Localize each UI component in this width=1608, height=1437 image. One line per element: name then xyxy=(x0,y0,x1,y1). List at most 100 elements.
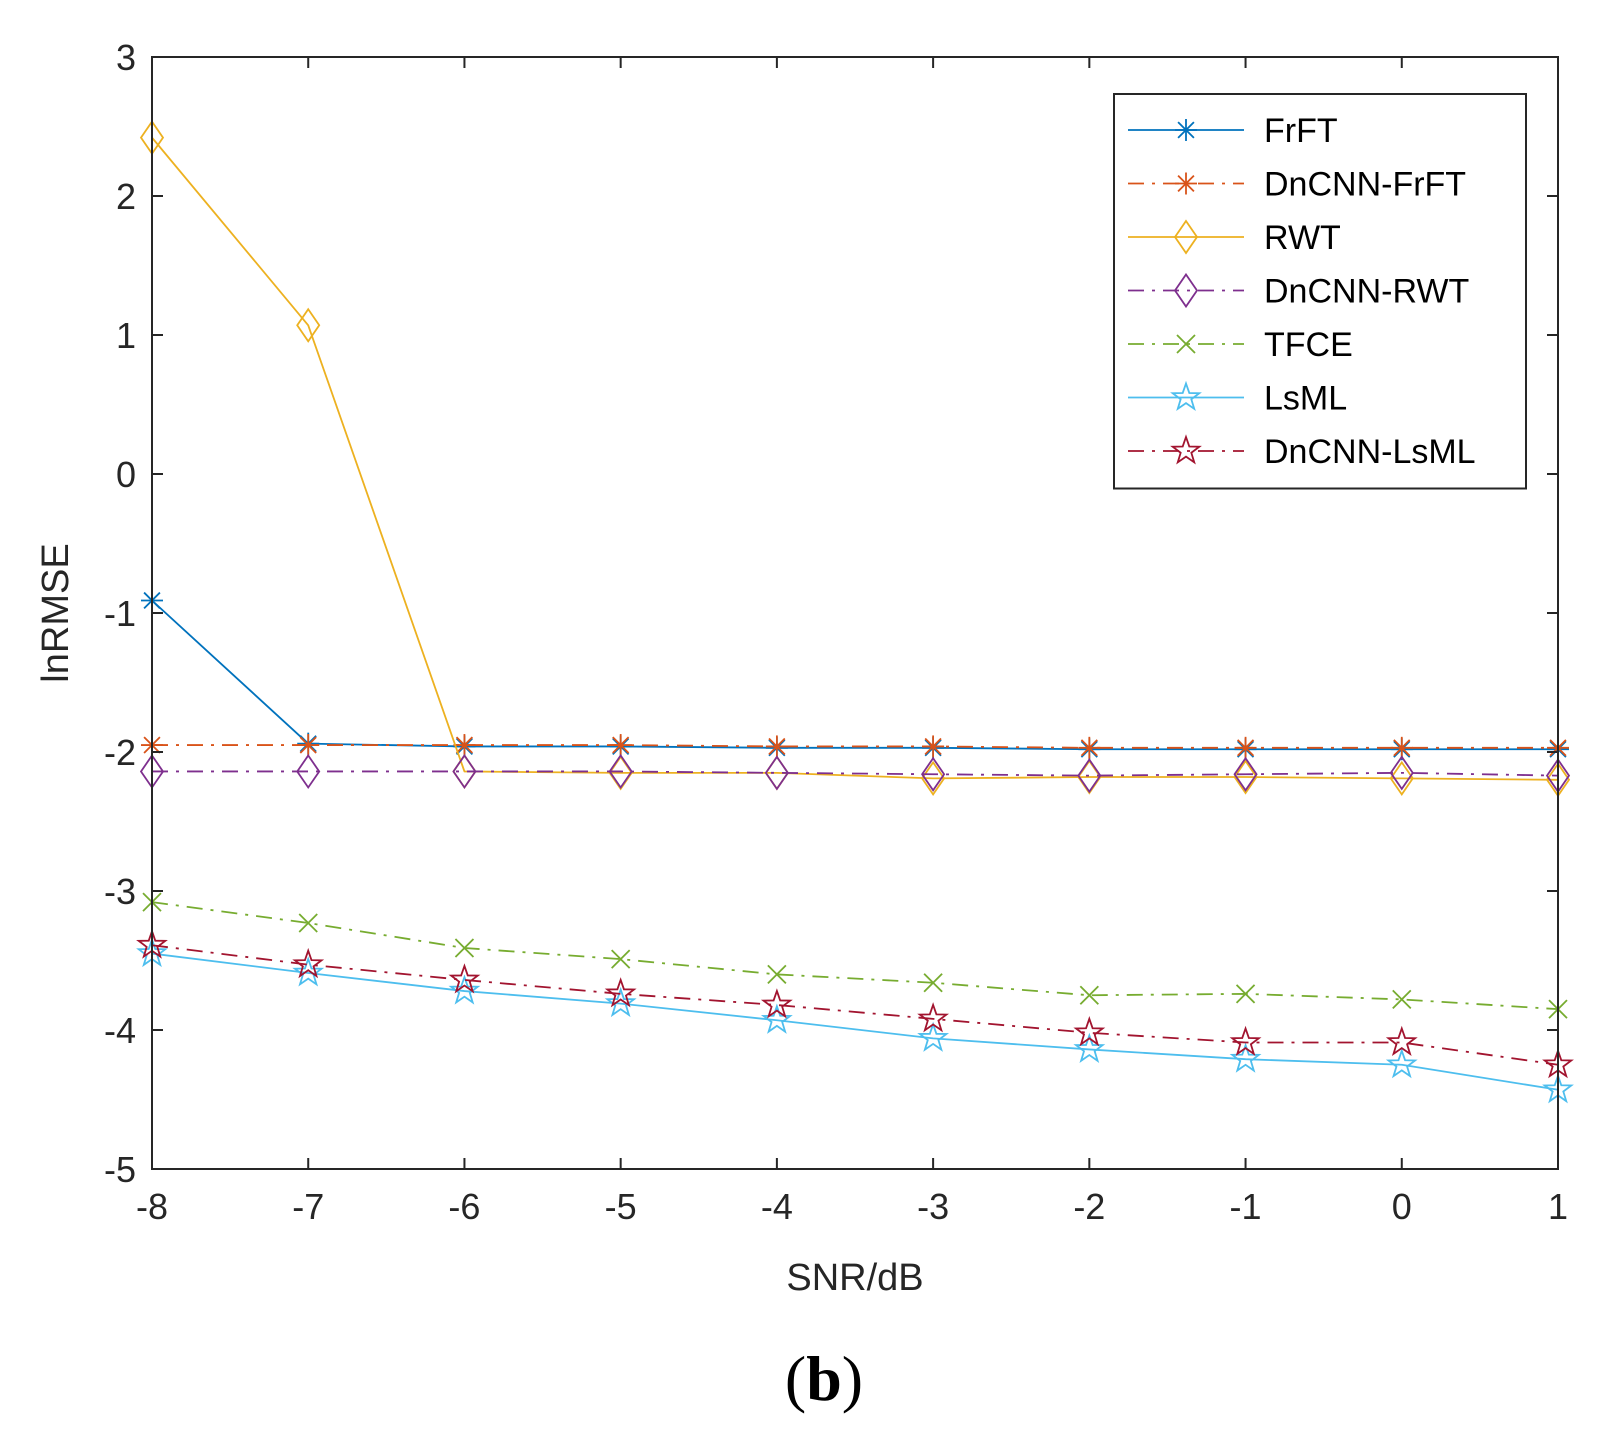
series-rwt-line xyxy=(151,137,1559,781)
series-dncnn-lsml-point-shape xyxy=(917,1002,950,1033)
legend-item-frft: FrFT xyxy=(1128,112,1338,150)
series-lsml-point xyxy=(604,986,637,1018)
series-tfce-point-stroke xyxy=(1392,989,1412,1010)
series-dncnn-rwt-point xyxy=(1389,755,1414,791)
series-lsml-point-shape xyxy=(292,956,325,987)
legend-item-frft-marker xyxy=(1175,119,1197,141)
series-dncnn-frft-line xyxy=(152,744,1558,749)
series-tfce-point-stroke xyxy=(611,949,631,969)
series-dncnn-frft-point xyxy=(1078,736,1101,759)
series-dncnn-frft-point-stroke xyxy=(1393,739,1411,757)
series-dncnn-frft-point-stroke xyxy=(768,737,786,755)
x-tick-label: -5 xyxy=(605,1186,637,1227)
series-tfce-point xyxy=(611,949,631,969)
legend-item-frft-label: FrFT xyxy=(1264,112,1338,150)
series-dncnn-rwt-point xyxy=(608,753,633,790)
y-axis-title: lnRMSE xyxy=(35,543,77,682)
series-dncnn-lsml-point xyxy=(760,988,793,1019)
x-tick-label: -1 xyxy=(1230,1186,1262,1227)
series-lsml-point xyxy=(292,956,325,987)
series-dncnn-rwt-point-shape xyxy=(1389,755,1414,791)
series-dncnn-lsml-point xyxy=(292,947,325,979)
series-dncnn-rwt-point xyxy=(1077,758,1102,794)
series-tfce-point-stroke xyxy=(454,938,475,958)
series-dncnn-frft-point xyxy=(1234,736,1257,759)
series-dncnn-rwt-point xyxy=(452,753,477,790)
series-tfce-point xyxy=(454,938,475,958)
series-dncnn-lsml-point-shape xyxy=(1385,1025,1418,1057)
legend: FrFT DnCNN-FrFT RWT DnCNN-RWT TFCE LsML DnCNN-… xyxy=(1113,93,1527,490)
x-tick-label: -7 xyxy=(292,1186,324,1227)
series-rwt-point-shape xyxy=(296,307,321,343)
series-lsml-point xyxy=(917,1021,950,1052)
series-dncnn-frft-point-stroke xyxy=(299,736,317,754)
series-dncnn-frft-point-stroke xyxy=(924,737,942,755)
legend-item-rwt-marker-shape xyxy=(1173,219,1199,255)
series-lsml-point xyxy=(1073,1032,1106,1064)
series-tfce-point-stroke xyxy=(923,973,943,993)
series-dncnn-lsml-point-shape xyxy=(1073,1016,1106,1047)
series-dncnn-rwt-line xyxy=(152,770,1559,777)
x-tick-label: 0 xyxy=(1392,1186,1412,1227)
x-axis-title: SNR/dB xyxy=(786,1257,923,1299)
series-dncnn-frft-point xyxy=(297,734,320,757)
axes-layer: -8 -7 -6 -5 -4 -3 -2 -1 0 1 -5 -4 -3 -2 -1 0 1 2 3 xyxy=(104,37,1568,1227)
legend-item-tfce: TFCE xyxy=(1128,326,1353,364)
series-dncnn-rwt-point-shape xyxy=(921,756,946,792)
series-dncnn-lsml-line xyxy=(151,944,1559,1066)
y-tick-label: 2 xyxy=(116,176,136,217)
legend-item-dncnn-rwt-marker xyxy=(1173,272,1199,309)
legend-item-tfce-marker xyxy=(1176,334,1196,354)
legend-item-dncnn-lsml: DnCNN-LsML xyxy=(1128,433,1476,471)
series-dncnn-lsml-point xyxy=(1385,1025,1418,1057)
series-lsml-point xyxy=(1385,1048,1418,1079)
series-dncnn-lsml-point-shape xyxy=(1229,1025,1262,1057)
y-tick-label: -2 xyxy=(104,732,136,773)
legend-item-dncnn-frft-label: DnCNN-FrFT xyxy=(1264,166,1466,204)
series-rwt-point-shape xyxy=(1233,759,1258,795)
legend-item-dncnn-rwt-label: DnCNN-RWT xyxy=(1264,273,1469,311)
series-tfce-point-stroke xyxy=(298,913,318,933)
series-lsml-point-shape xyxy=(760,1003,793,1034)
legend-item-lsml-marker-shape xyxy=(1170,380,1202,412)
legend-item-dncnn-frft: DnCNN-FrFT xyxy=(1128,166,1466,204)
series-dncnn-lsml-point-shape xyxy=(760,988,793,1019)
series-layer xyxy=(136,120,1574,1104)
series-rwt-point xyxy=(296,307,321,343)
x-tick-label: -6 xyxy=(448,1186,480,1227)
series-dncnn-rwt-point-shape xyxy=(296,753,321,790)
series-dncnn-frft-point xyxy=(609,734,632,757)
series-tfce-point-stroke xyxy=(1079,985,1099,1005)
y-tick-label: 0 xyxy=(116,454,136,495)
series-dncnn-frft-point xyxy=(922,735,945,758)
x-tick-label: 1 xyxy=(1548,1186,1568,1227)
panel-label-open: ( xyxy=(785,1343,806,1414)
series-lsml-point-shape xyxy=(1229,1042,1262,1073)
legend-item-dncnn-frft-marker xyxy=(1175,172,1197,195)
y-tick-label: -5 xyxy=(104,1149,136,1190)
series-tfce-point xyxy=(1235,984,1256,1004)
y-tick-label: 3 xyxy=(116,37,136,78)
series-dncnn-rwt-point-shape xyxy=(1233,756,1258,792)
series-tfce-line xyxy=(151,901,1559,1011)
legend-item-dncnn-lsml-marker xyxy=(1170,434,1202,465)
legend-item-rwt-marker xyxy=(1173,219,1199,255)
series-lsml-point-shape xyxy=(604,986,637,1018)
series-lsml xyxy=(136,936,1574,1104)
series-dncnn-frft-point-stroke xyxy=(1080,739,1098,757)
series-tfce xyxy=(142,892,1568,1019)
series-dncnn-rwt-point-shape xyxy=(452,753,477,790)
series-dncnn-frft-point xyxy=(453,734,476,757)
series-dncnn-rwt-point xyxy=(921,756,946,792)
series-dncnn-lsml-point-shape xyxy=(448,963,481,994)
legend-item-tfce-marker-stroke xyxy=(1176,334,1196,354)
legend-item-dncnn-lsml-label: DnCNN-LsML xyxy=(1264,433,1476,471)
legend-box xyxy=(1113,93,1527,490)
series-lsml-point-shape xyxy=(1073,1032,1106,1064)
panel-label-close: ) xyxy=(842,1343,863,1414)
series-dncnn-rwt xyxy=(139,753,1571,794)
series-dncnn-lsml-point-shape xyxy=(292,947,325,979)
series-dncnn-lsml-point-shape xyxy=(604,977,637,1008)
series-dncnn-lsml-point xyxy=(917,1002,950,1033)
